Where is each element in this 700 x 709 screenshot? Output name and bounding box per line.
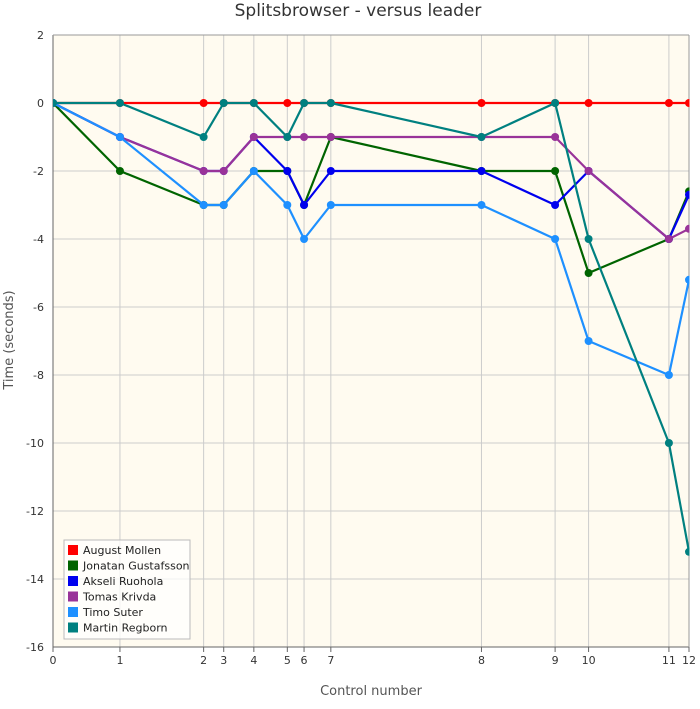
y-tick-label: -14 [26,573,44,586]
data-point [219,201,228,209]
data-point [219,167,228,175]
data-point [584,99,593,107]
data-point [249,99,258,107]
y-tick-label: -10 [26,437,44,450]
data-point [685,99,690,107]
data-point [326,167,335,175]
x-tick-label: 0 [50,654,57,667]
data-point [584,167,593,175]
x-tick-label: 7 [327,654,334,667]
data-point [199,99,208,107]
y-tick-label: -8 [33,369,44,382]
data-point [685,224,690,233]
data-point [326,201,335,209]
y-tick-label: -12 [26,505,44,518]
data-point [685,275,690,284]
data-point [300,201,309,209]
x-tick-label: 10 [582,654,596,667]
data-point [53,99,57,107]
x-tick-label: 6 [301,654,308,667]
data-point [300,235,309,243]
x-tick-label: 4 [250,654,257,667]
legend-swatch [68,622,78,633]
chart-title: Splitsbrowser - versus leader [235,1,482,21]
data-point [551,99,560,107]
legend-label: Martin Regborn [83,622,168,635]
x-tick-label: 8 [478,654,485,667]
data-point [115,167,124,175]
x-tick-label: 2 [200,654,207,667]
x-tick-label: 9 [552,654,559,667]
y-tick-label: -16 [26,641,44,654]
data-point [551,235,560,243]
legend-swatch [68,576,78,586]
data-point [115,99,124,107]
data-point [249,167,258,175]
legend-label: Timo Suter [82,606,143,619]
data-point [477,99,486,107]
data-point [685,547,690,556]
data-point [219,99,228,107]
data-point [283,167,292,175]
legend-label: Tomas Krivda [82,591,156,604]
legend-swatch [68,560,78,571]
data-point [249,133,258,141]
y-tick-label: 0 [37,97,44,110]
x-tick-label: 12 [682,654,696,667]
data-point [664,439,673,447]
y-tick-label: -4 [33,233,44,246]
series-group [53,99,690,556]
x-tick-label: 5 [284,654,291,667]
data-point [551,167,560,175]
data-point [300,99,309,107]
data-point [199,133,208,141]
data-point [664,99,673,107]
data-point [477,201,486,209]
legend-label: Jonatan Gustafsson [82,560,190,573]
data-point [664,235,673,243]
legend-swatch [68,545,78,555]
legend-swatch [68,591,78,602]
data-point [685,190,690,199]
x-tick-label: 1 [116,654,123,667]
legend: August Mollen Jonatan Gustafsson Akseli Ru… [63,539,191,640]
data-point [283,133,292,141]
data-point [551,133,560,141]
y-axis-label: Time (seconds) [2,290,17,390]
data-point [283,201,292,209]
data-point [551,201,560,209]
data-point [326,99,335,107]
data-point [326,133,335,141]
y-tick-label: 2 [37,29,44,42]
data-point [477,167,486,175]
y-tick-label: -6 [33,301,44,314]
x-tick-label: 11 [662,654,676,667]
legend-swatch [68,607,78,617]
data-point [115,133,124,141]
data-point [664,371,673,379]
x-tick-label: 3 [220,654,227,667]
x-axis-label: Control number [320,684,423,699]
data-point [199,167,208,175]
data-point [584,337,593,345]
legend-label: Akseli Ruohola [83,575,163,588]
legend-label: August Mollen [83,544,161,557]
legend-box [63,539,191,640]
data-point [584,235,593,243]
data-point [477,133,486,141]
data-point [199,201,208,209]
data-point [584,269,593,277]
data-point [283,99,292,107]
data-point [300,133,309,141]
y-tick-label: -2 [33,165,44,178]
